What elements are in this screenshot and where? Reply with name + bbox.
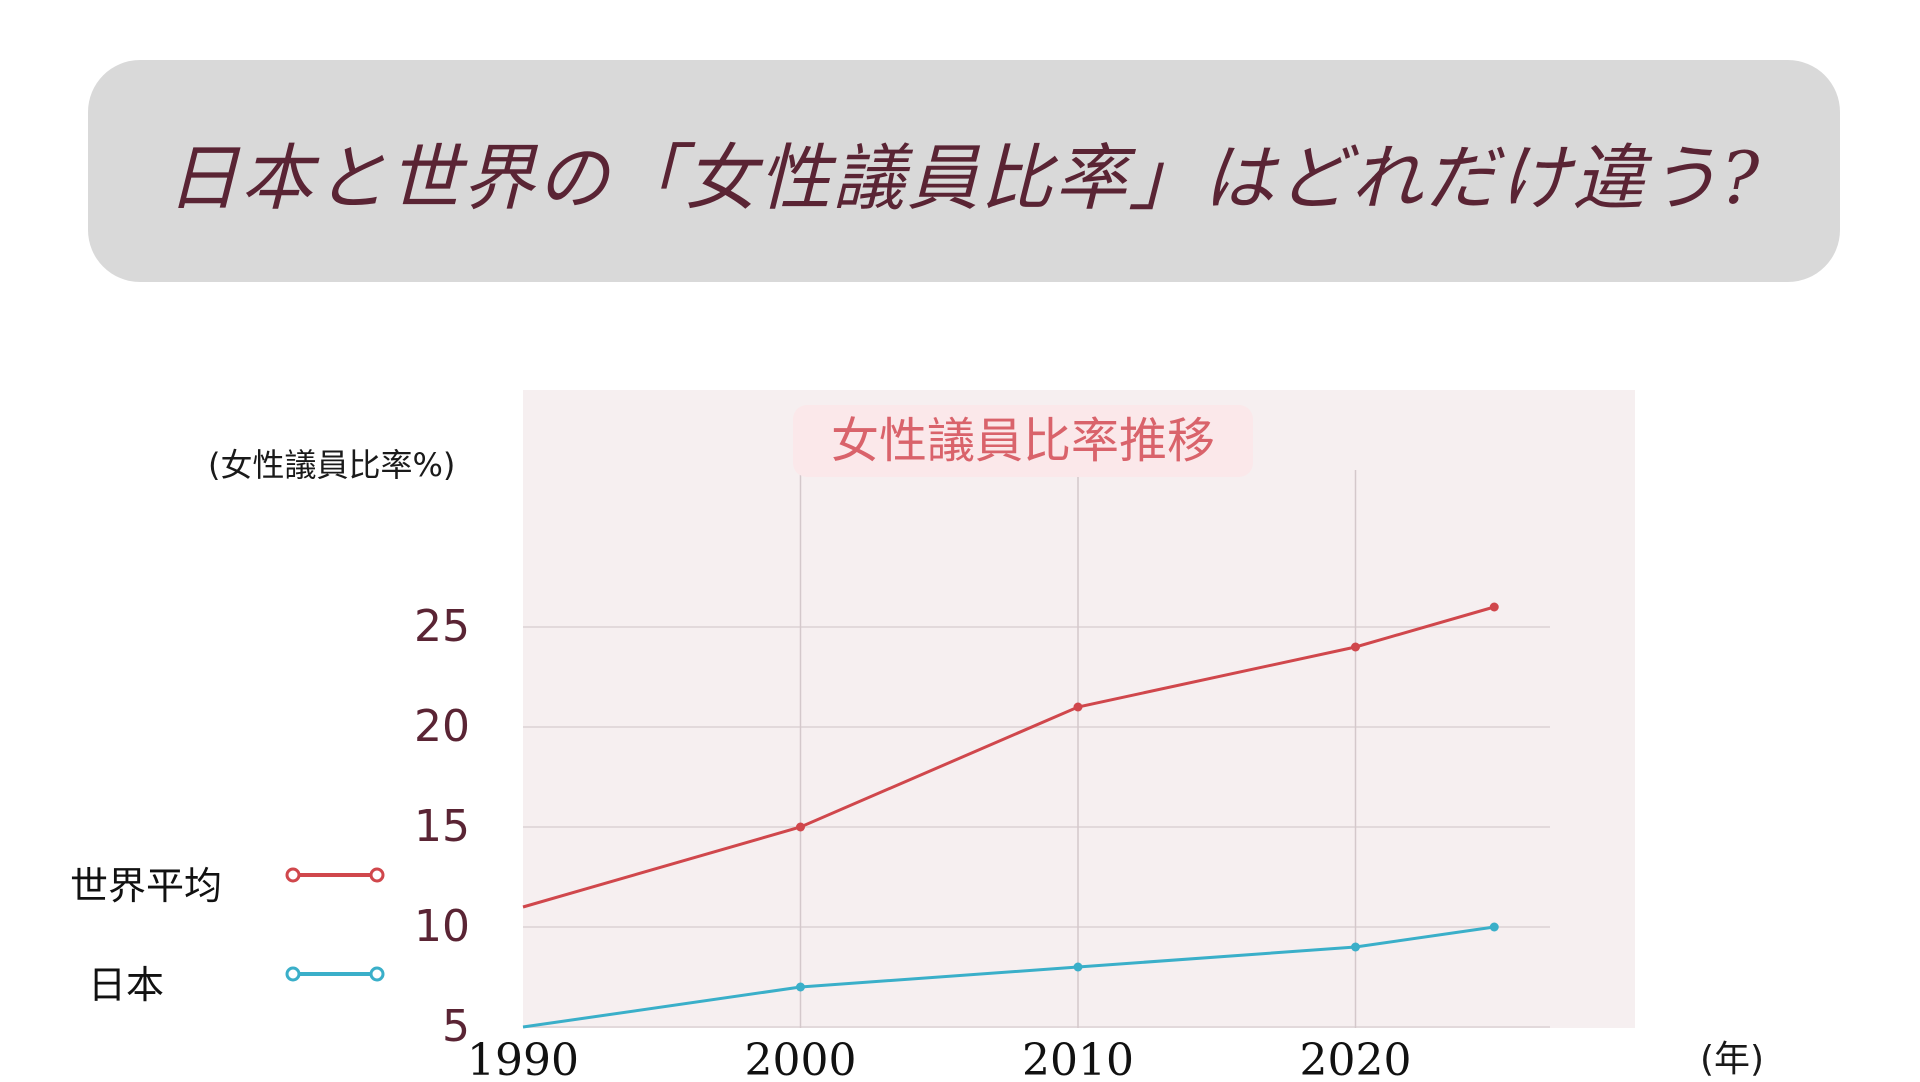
page-title: 日本と世界の「女性議員比率」はどれだけ違う? bbox=[166, 135, 1762, 220]
data-point-world bbox=[1489, 602, 1499, 612]
y-axis-unit-label: (女性議員比率%) bbox=[208, 446, 456, 484]
x-tick-label: 1990 bbox=[467, 1035, 579, 1080]
legend-marker-japan bbox=[285, 966, 301, 982]
x-tick-label: 2000 bbox=[745, 1035, 857, 1080]
legend-marker-world bbox=[369, 867, 385, 883]
y-tick-label: 10 bbox=[414, 901, 470, 952]
data-point-world bbox=[1351, 642, 1360, 652]
data-point-japan bbox=[1351, 942, 1360, 952]
x-tick-label: 2010 bbox=[1022, 1035, 1134, 1080]
y-tick-label: 20 bbox=[414, 701, 470, 752]
legend-label-japan: 日本 bbox=[88, 963, 165, 1007]
data-point-japan bbox=[1489, 922, 1499, 932]
legend-marker-japan bbox=[369, 966, 385, 982]
y-tick-label: 25 bbox=[414, 601, 470, 652]
data-point-world bbox=[1073, 702, 1083, 712]
data-point-japan bbox=[796, 982, 805, 992]
title-banner: 日本と世界の「女性議員比率」はどれだけ違う? bbox=[88, 60, 1840, 282]
chart-title-background bbox=[793, 405, 1253, 477]
y-tick-label: 15 bbox=[414, 801, 470, 852]
x-axis-unit-label: (年) bbox=[1700, 1039, 1765, 1080]
legend-label-world: 世界平均 bbox=[70, 864, 223, 908]
x-tick-label: 2020 bbox=[1300, 1035, 1412, 1080]
data-point-japan bbox=[1073, 962, 1083, 972]
data-point-world bbox=[796, 822, 805, 832]
y-tick-label: 5 bbox=[442, 1001, 470, 1052]
chart-title: 女性議員比率推移 bbox=[831, 413, 1215, 469]
legend-marker-world bbox=[285, 867, 301, 883]
